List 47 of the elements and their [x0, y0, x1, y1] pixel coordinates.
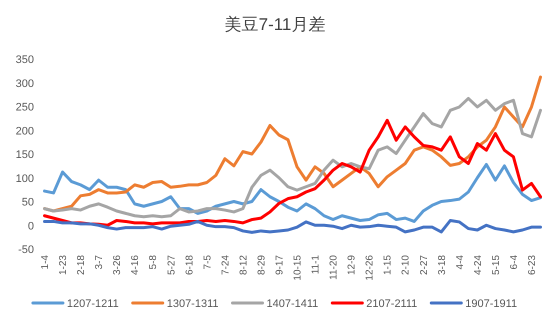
x-tick-label: 1-4 — [40, 254, 52, 270]
y-tick-label: 250 — [16, 102, 34, 114]
x-tick-label: 10-15 — [292, 254, 304, 281]
x-tick-label: 1-15 — [382, 254, 394, 276]
line-series — [43, 162, 542, 223]
legend-label: 1207-1211 — [66, 298, 119, 310]
legend-label: 2107-2111 — [366, 298, 418, 310]
x-tick-label: 4-24 — [472, 254, 484, 276]
x-tick-label: 12-9 — [346, 254, 358, 276]
y-tick-label: 50 — [22, 196, 34, 208]
y-tick-label: 350 — [16, 54, 34, 66]
y-tick-label: 100 — [16, 172, 34, 185]
line-series — [43, 118, 542, 227]
x-tick-label: 12-26 — [364, 254, 376, 281]
line-series — [43, 219, 542, 234]
x-tick-label: 5-15 — [490, 254, 502, 276]
legend-label: 1407-1411 — [266, 298, 318, 310]
chart-title: 美豆7-11月差 — [224, 15, 326, 34]
x-tick-label: 2-27 — [418, 254, 430, 276]
y-tick-label: 150 — [16, 149, 34, 161]
x-tick-label: 3-18 — [436, 254, 448, 276]
x-tick-label: 3-7 — [94, 254, 106, 270]
x-tick-label: 8-12 — [238, 254, 250, 276]
y-tick-label: 300 — [16, 78, 34, 90]
x-tick-label: 11-1 — [310, 254, 322, 274]
y-tick-label: 0 — [28, 220, 34, 232]
x-tick-label: 7-5 — [202, 254, 214, 270]
x-tick-label: 6-18 — [184, 254, 196, 276]
x-tick-label: 2-18 — [76, 254, 88, 276]
x-tick-label: 2-10 — [400, 254, 412, 276]
x-tick-label: 8-29 — [256, 254, 268, 276]
x-tick-label: 7-24 — [220, 254, 232, 276]
x-tick-label: 5-27 — [166, 254, 178, 276]
x-tick-label: 1-23 — [58, 254, 70, 276]
x-tick-label: 4-16 — [130, 254, 142, 276]
x-tick-label: 11-20 — [328, 254, 340, 280]
x-tick-label: 3-26 — [112, 254, 124, 276]
y-tick-label: -50 — [18, 244, 34, 256]
x-tick-label: 6-4 — [508, 254, 520, 270]
x-tick-label: 4-4 — [454, 254, 466, 270]
legend-label: 1307-1311 — [166, 298, 219, 310]
x-tick-label: 5-8 — [148, 254, 160, 270]
x-tick-label: 6-23 — [526, 254, 538, 276]
y-tick-label: 200 — [16, 125, 34, 138]
line-series — [43, 96, 542, 218]
x-tick-label: 9-17 — [274, 254, 286, 276]
legend-label: 1907-1911 — [465, 298, 518, 310]
